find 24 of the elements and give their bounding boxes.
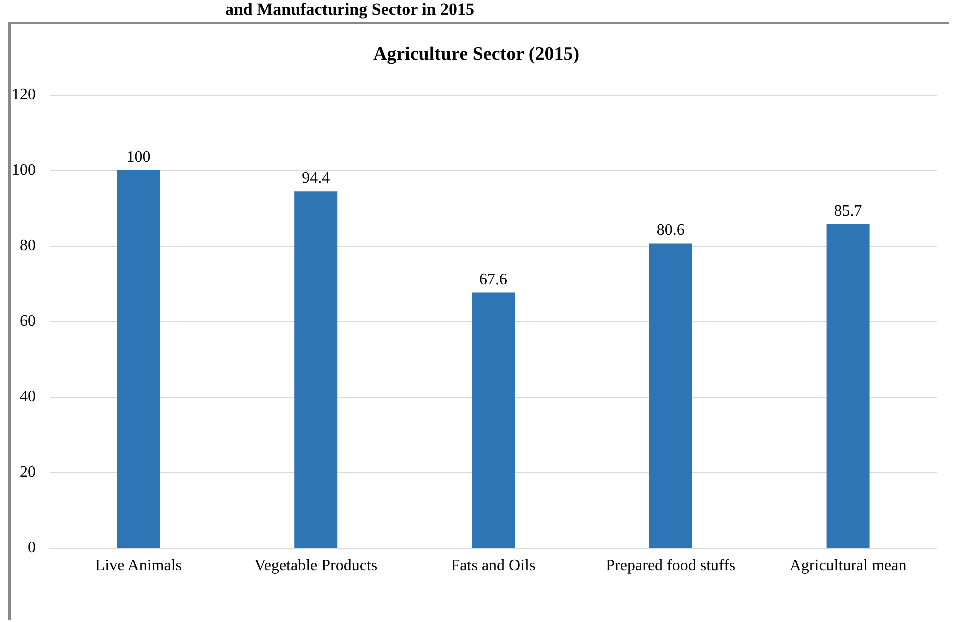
y-tick-label: 60 [20, 313, 36, 330]
bar [649, 244, 692, 548]
y-tick-label: 80 [20, 238, 36, 254]
y-tick-label: 100 [12, 162, 36, 179]
data-label: 80.6 [656, 222, 685, 240]
y-tick-label: 20 [20, 464, 36, 481]
chart-title: Agriculture Sector (2015) [373, 44, 580, 65]
y-tick-label: 40 [20, 388, 36, 406]
text: and Manufacturing Sector in 2015 [224, 0, 476, 20]
bar [117, 170, 160, 548]
data-label: 100 [126, 149, 151, 166]
x-tick-label: Agricultural mean [790, 558, 907, 574]
y-tick-label: 0 [28, 540, 36, 556]
y-tick-label: 120 [12, 86, 36, 104]
x-tick-label: Live Animals [95, 558, 182, 574]
data-label: 94.4 [302, 170, 330, 188]
data-label: 85.7 [834, 202, 862, 220]
data-label: 67.6 [480, 271, 508, 288]
bar [826, 224, 870, 548]
bar [472, 292, 515, 548]
x-tick-label: Vegetable Products [254, 558, 378, 574]
x-tick-label: Fats and Oils [451, 558, 536, 574]
bar [294, 192, 338, 548]
x-tick-label: Prepared food stuffs [606, 558, 736, 574]
